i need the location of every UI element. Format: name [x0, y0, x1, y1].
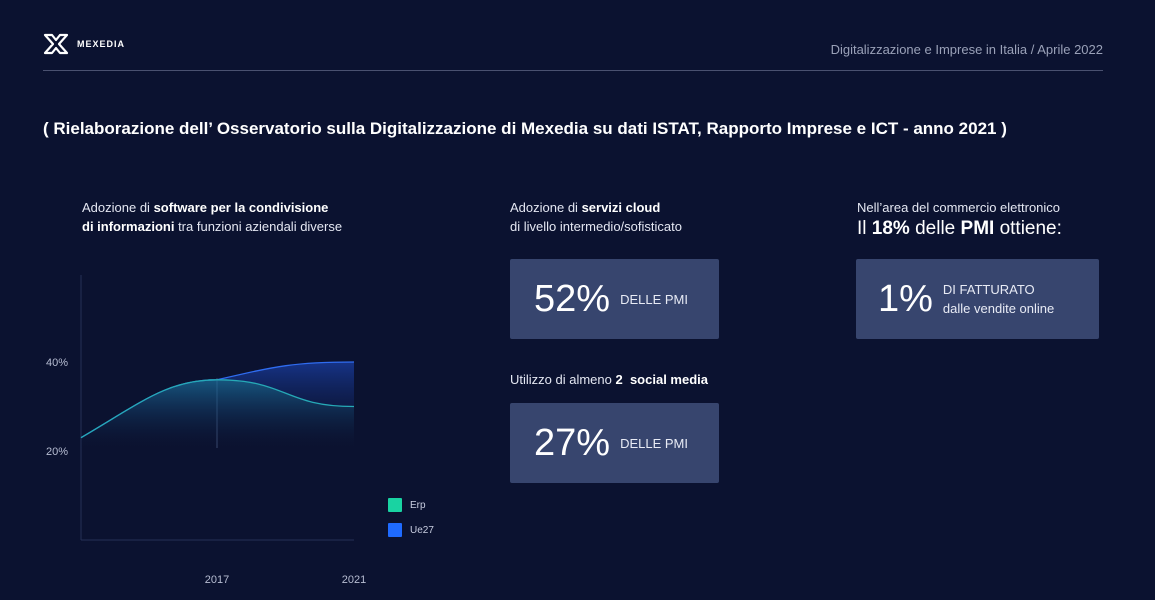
- headline-percent: 18%: [871, 218, 910, 239]
- y-tick-label: 20%: [46, 446, 68, 458]
- social-stat-box: 27% DELLE PMI: [510, 403, 719, 483]
- legend-ue27: Ue27: [388, 523, 434, 537]
- headline-pmi: PMI: [960, 218, 995, 239]
- cloud-caption-pre: Adozione di: [510, 200, 582, 215]
- mexedia-logo: MEXEDIA: [43, 32, 125, 56]
- cloud-stat-value: 52%: [534, 277, 611, 320]
- cloud-caption-bold: servizi cloud: [581, 200, 661, 215]
- ecommerce-caption: Nell’area del commercio elettronico Il 1…: [857, 198, 1062, 241]
- ecommerce-stat-caption: DI FATTURATO dalle vendite online: [943, 280, 1054, 318]
- mexedia-x-icon: [43, 33, 69, 55]
- social-caption-bold: 2 social media: [615, 372, 709, 387]
- chart-caption-bold: software per la condivisione di informazi…: [82, 200, 329, 234]
- headline-mid: delle: [909, 218, 961, 239]
- headline-pre: Il: [857, 218, 872, 239]
- chart-caption-post: tra funzioni aziendali diverse: [174, 219, 343, 234]
- cloud-stat-caption: DELLE PMI: [620, 291, 688, 307]
- chart-caption: Adozione di software per la condivisione…: [82, 198, 342, 236]
- x-tick-label: 2021: [342, 574, 366, 586]
- series-erp-line: [80, 379, 355, 439]
- cloud-caption-line2: di livello intermedio/sofisticato: [510, 219, 682, 234]
- ecommerce-headline: Il 18% delle PMI ottiene:: [857, 218, 1062, 239]
- brand-name: MEXEDIA: [77, 39, 126, 49]
- ecommerce-stat-box: 1% DI FATTURATO dalle vendite online: [856, 259, 1099, 339]
- headline-post: ottiene:: [994, 218, 1062, 239]
- ecommerce-stat-value: 1%: [878, 277, 933, 320]
- cloud-stat-box: 52% DELLE PMI: [510, 259, 719, 339]
- legend-erp: Erp: [388, 498, 426, 512]
- chart-caption-pre: Adozione di: [82, 200, 154, 215]
- ecommerce-cap2: dalle vendite online: [942, 301, 1055, 316]
- x-tick-label: 2017: [205, 574, 229, 586]
- report-title: Digitalizzazione e Imprese in Italia / A…: [830, 42, 1103, 57]
- legend-erp-label: Erp: [410, 499, 426, 511]
- ecommerce-cap1: DI FATTURATO: [942, 282, 1035, 297]
- ecommerce-caption-line1: Nell’area del commercio elettronico: [857, 200, 1061, 215]
- legend-erp-swatch: [388, 498, 402, 512]
- social-stat-caption: DELLE PMI: [620, 435, 688, 451]
- legend-ue27-label: Ue27: [410, 524, 434, 536]
- page-subtitle: ( Rielaborazione dell’ Osservatorio sull…: [43, 119, 1007, 138]
- header-divider: [43, 70, 1103, 71]
- y-tick-label: 40%: [46, 357, 68, 369]
- social-caption: Utilizzo di almeno 2 social media: [510, 372, 708, 387]
- social-stat-value: 27%: [534, 421, 611, 464]
- legend-ue27-swatch: [388, 523, 402, 537]
- social-caption-pre: Utilizzo di almeno: [510, 372, 616, 387]
- cloud-caption: Adozione di servizi cloud di livello int…: [510, 198, 682, 236]
